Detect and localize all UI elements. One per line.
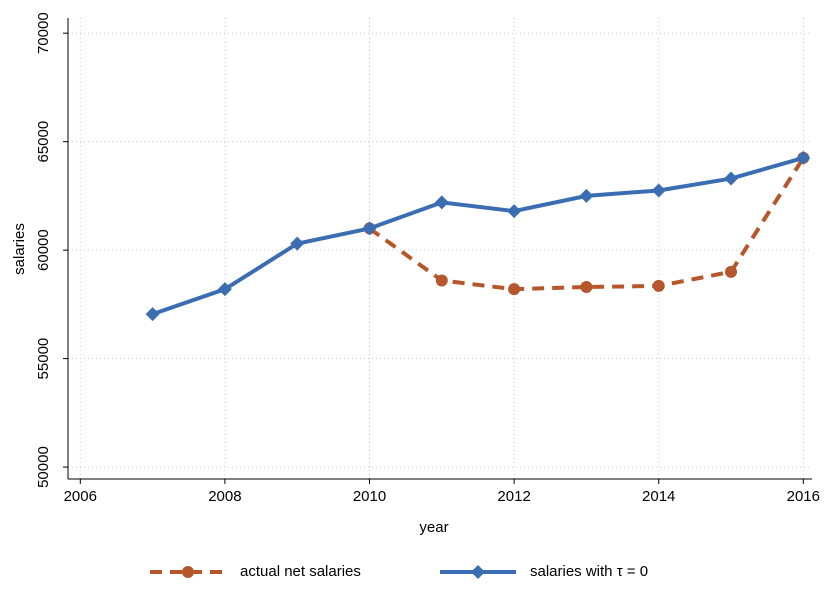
y-tick-label: 50000 (35, 446, 52, 488)
y-tick-label: 60000 (35, 229, 52, 271)
diamond-marker (579, 188, 594, 203)
diamond-marker (796, 150, 811, 165)
legend-marker (182, 566, 194, 578)
legend-label: actual net salaries (240, 563, 361, 580)
x-tick-label: 2014 (642, 488, 675, 505)
series-line (151, 156, 804, 317)
circle-marker (435, 274, 448, 287)
circle-marker (580, 281, 593, 294)
legend-item: salaries with τ = 0 (440, 563, 648, 580)
diamond-marker (362, 221, 377, 236)
diamond-marker (651, 183, 666, 198)
legend-marker (471, 565, 485, 579)
legend-label: salaries with τ = 0 (530, 563, 648, 580)
diamond-marker (217, 282, 232, 297)
diamond-marker (724, 171, 739, 186)
circle-marker (652, 279, 665, 292)
diamond-marker (434, 195, 449, 210)
x-tick-label: 2008 (208, 488, 241, 505)
diamond-marker (507, 204, 522, 219)
x-tick-label: 2006 (64, 488, 97, 505)
diamond-marker (145, 307, 160, 322)
y-axis-label: salaries (11, 223, 28, 275)
y-tick-label: 55000 (35, 338, 52, 380)
y-tick-label: 70000 (35, 12, 52, 54)
x-axis-label: year (419, 519, 448, 536)
diamond-marker (290, 236, 305, 251)
x-tick-label: 2012 (497, 488, 530, 505)
circle-marker (508, 283, 521, 296)
y-tick-label: 65000 (35, 121, 52, 163)
legend-item: actual net salaries (150, 563, 361, 580)
x-tick-label: 2010 (353, 488, 386, 505)
circle-marker (725, 265, 738, 278)
x-tick-label: 2016 (787, 488, 820, 505)
